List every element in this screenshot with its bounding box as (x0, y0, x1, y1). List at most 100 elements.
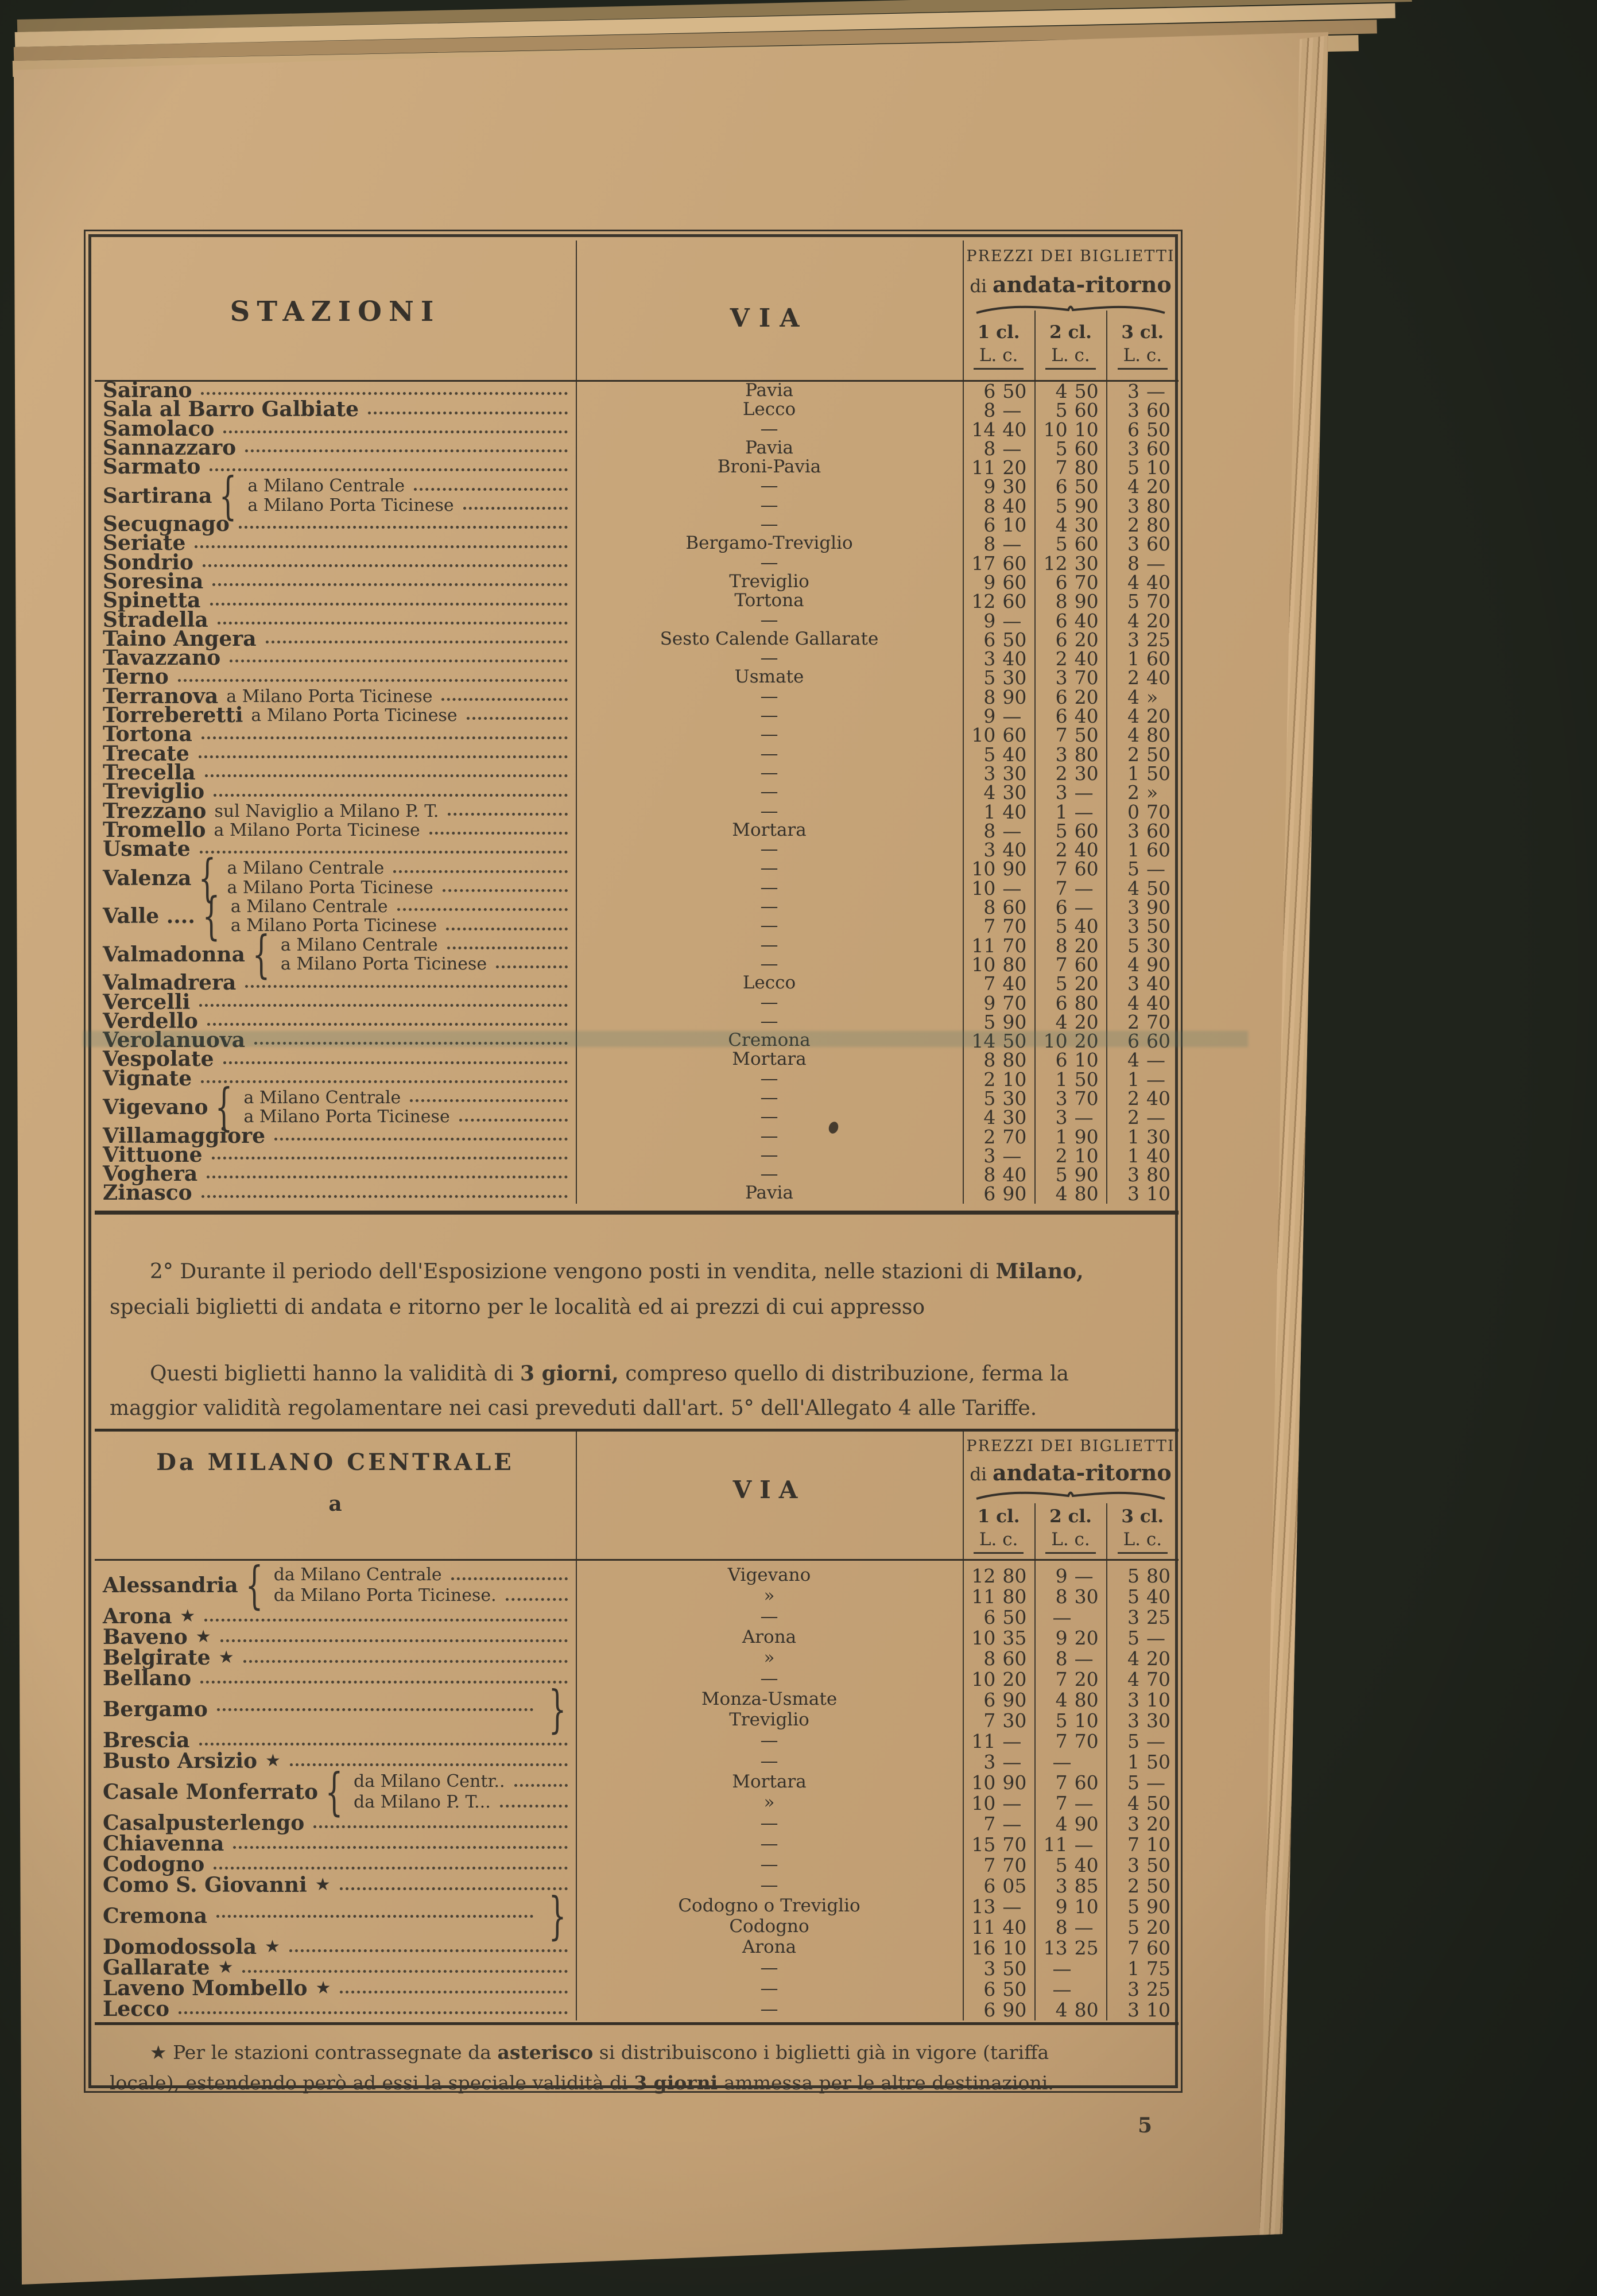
station-name: Valmadrera (103, 971, 237, 995)
price-column: 5 90 5 20 (1107, 1895, 1179, 1937)
price-column: 6 40 (1034, 611, 1106, 630)
via-cell: — — (576, 476, 963, 515)
station-sub-label: da Milano Centrale (273, 1565, 442, 1585)
price-value: 6 05 (963, 1876, 1034, 1895)
price-cent: 40 (1074, 609, 1099, 632)
via-value: — (760, 1163, 778, 1185)
price-column: 5— (1107, 1627, 1179, 1647)
via-cell: Arona (576, 1627, 963, 1647)
price-lire: 4 (1127, 1668, 1139, 1690)
price-line: 7— (963, 1813, 1034, 1833)
price-column: 4 80 5 10 (1034, 1689, 1106, 1730)
lire-cent-label: L. c. (1117, 1528, 1168, 1554)
price-line: 3 60 (1107, 534, 1179, 553)
price-lire: 1 (1127, 839, 1139, 862)
price-line: 3 60 (1107, 400, 1179, 420)
table-row: Trezzano sul Naviglio a Milano P. T. —1 40 1… (95, 800, 1179, 821)
price-lire: 6 (1055, 628, 1068, 651)
price-cent: — (1002, 533, 1022, 556)
price-lire: 7 (1055, 876, 1068, 899)
price-lire: 7 (983, 1854, 996, 1876)
via-value: — (760, 839, 778, 860)
station-sub-label: a Milano Porta Ticinese (227, 877, 433, 898)
price-lire: 9 (983, 705, 996, 728)
price-value: 6 40 (1034, 707, 1106, 726)
price-value: 1 30 (1107, 1127, 1179, 1146)
via-value: Codogno (729, 1916, 809, 1937)
price-column: 4 70 (1107, 1668, 1179, 1689)
price-value: 3 40 (963, 649, 1034, 668)
price-lire: 17 (971, 552, 996, 575)
station-cell: Trezzano sul Naviglio a Milano P. T. (95, 800, 576, 821)
price-cent: 70 (1146, 1010, 1170, 1033)
price-value: 2 30 (1034, 764, 1106, 783)
station-cell: Taino Angera (95, 629, 576, 649)
price-lire: 1 (1127, 1751, 1139, 1773)
price-value: 15 70 (963, 1835, 1034, 1854)
leader-dots (201, 1080, 568, 1083)
station-name: Gallarate (103, 1956, 210, 1980)
price-column: 5 60 (1034, 534, 1106, 553)
price-cent: 10 (1146, 1999, 1170, 2021)
price-lire: 8 (983, 819, 996, 842)
via-cell: — (576, 1875, 963, 1895)
price-lire: 13 (971, 1895, 996, 1918)
price-column: 6 20 (1034, 630, 1106, 649)
price-line: 5 40 (1107, 1585, 1179, 1606)
price-line: 7 60 (1034, 955, 1106, 974)
price-cent: 20 (1074, 1030, 1099, 1053)
price-line: 3 10 (1107, 1184, 1179, 1203)
via-cell: — (576, 1606, 963, 1627)
price-lire: 3 (1127, 1709, 1139, 1732)
price-cent: — (1002, 819, 1022, 842)
price-line: 9 60 (963, 572, 1034, 592)
price-column: 6 90 7 30 (963, 1689, 1034, 1730)
price-line: 9 30 (963, 476, 1034, 496)
price-line: 13 — (963, 1895, 1034, 1916)
price-value: 7 60 (1034, 955, 1106, 974)
station-name: Sala al Barro Galbiate (103, 397, 359, 422)
price-line: 5 60 (1034, 821, 1106, 840)
station-suffix: ★ (265, 1751, 281, 1771)
price-line: 3 25 (1107, 1606, 1179, 1627)
leader-dots (447, 946, 568, 949)
via-value: Sesto Calende Gallarate (660, 628, 879, 649)
price-cent: 80 (1002, 1585, 1027, 1608)
via-value: — (760, 1125, 778, 1146)
station-suffix: a Milano Porta Ticinese (214, 820, 420, 840)
via-cell: Pavia (576, 1184, 963, 1203)
price-column: 3 80 (1034, 744, 1106, 763)
station-name: Sarmato (103, 455, 201, 479)
price-column: 4 20 3 80 (1107, 476, 1179, 515)
price-lire: 16 (971, 1937, 996, 1959)
price-value: 2 40 (1107, 1089, 1179, 1108)
price-cent: 60 (1074, 533, 1099, 556)
via-cell: — (576, 1668, 963, 1689)
price-line: 6 40 (1034, 706, 1106, 726)
price-lire: 2 (1127, 1106, 1139, 1129)
price-column: 13 25 (1034, 1937, 1106, 1957)
right-brace: } (548, 1680, 567, 1739)
station-name: Terranova (103, 684, 219, 708)
price-line: 15 70 (963, 1833, 1034, 1854)
price-cent: 40 (1074, 647, 1099, 670)
price-lire: 3 (1127, 437, 1139, 460)
price-lire: 5 (1127, 1771, 1139, 1794)
price-column: 10 10 (1034, 420, 1106, 439)
price-column: 12 80 11 80 (963, 1565, 1034, 1606)
leader-dots (393, 870, 568, 873)
price-lire: 5 (983, 1087, 996, 1110)
station-name: Valenza (103, 866, 192, 890)
table-row: Busto Arsizio ★ —3— —1 50 (95, 1751, 1179, 1771)
price-cent: 90 (1074, 590, 1099, 613)
price-line: 12 60 (963, 591, 1034, 611)
price-cent: — (1002, 1144, 1022, 1167)
price-line: 6 90 (963, 1689, 1034, 1709)
price-value: 6 50 (963, 382, 1034, 401)
price-line: 9— (963, 705, 1034, 728)
table-row: Codogno — 7 70 5 40 3 50 (95, 1854, 1179, 1875)
sub-label-line: da Milano Porta Ticinese. (270, 1585, 576, 1606)
leader-dots (463, 507, 568, 510)
via-value: Arona (742, 1627, 797, 1647)
via-value: Usmate (734, 666, 804, 688)
